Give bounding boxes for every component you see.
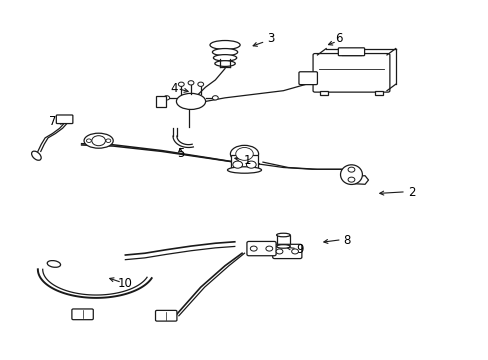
Text: 4: 4	[170, 82, 177, 95]
Circle shape	[212, 96, 218, 100]
Text: 1: 1	[243, 154, 250, 167]
Text: 10: 10	[118, 277, 133, 290]
Ellipse shape	[276, 245, 289, 248]
FancyBboxPatch shape	[56, 115, 73, 123]
Circle shape	[232, 161, 242, 168]
Bar	[319, 91, 327, 95]
Ellipse shape	[212, 49, 237, 56]
Ellipse shape	[209, 41, 240, 49]
Text: 2: 2	[407, 186, 415, 199]
Text: 8: 8	[342, 234, 349, 247]
Ellipse shape	[32, 151, 41, 160]
Ellipse shape	[213, 55, 236, 61]
Ellipse shape	[276, 233, 289, 237]
FancyBboxPatch shape	[312, 54, 389, 92]
Ellipse shape	[214, 61, 235, 66]
Circle shape	[265, 246, 272, 251]
Ellipse shape	[230, 145, 258, 162]
Circle shape	[250, 246, 257, 251]
FancyBboxPatch shape	[72, 309, 93, 320]
Circle shape	[291, 249, 298, 254]
Text: 5: 5	[177, 147, 184, 160]
Ellipse shape	[340, 165, 362, 184]
Circle shape	[235, 148, 253, 160]
Circle shape	[86, 139, 91, 143]
Text: 7: 7	[49, 114, 56, 127]
Ellipse shape	[227, 167, 261, 173]
Ellipse shape	[176, 93, 205, 109]
Bar	[156, 96, 165, 107]
Circle shape	[347, 167, 354, 172]
Ellipse shape	[84, 133, 113, 148]
Circle shape	[276, 249, 283, 254]
FancyBboxPatch shape	[298, 72, 317, 85]
FancyBboxPatch shape	[246, 242, 276, 256]
Circle shape	[246, 161, 256, 168]
Circle shape	[163, 96, 169, 100]
Bar	[230, 155, 258, 169]
Circle shape	[106, 139, 111, 143]
Bar	[374, 91, 382, 95]
Ellipse shape	[47, 261, 61, 267]
Bar	[276, 235, 289, 247]
Circle shape	[198, 82, 203, 86]
Circle shape	[188, 81, 194, 85]
Circle shape	[347, 177, 354, 182]
FancyBboxPatch shape	[155, 310, 177, 321]
Text: 3: 3	[267, 32, 274, 45]
Text: 9: 9	[296, 243, 304, 256]
Circle shape	[92, 136, 105, 146]
Circle shape	[178, 82, 184, 86]
FancyBboxPatch shape	[272, 244, 301, 258]
Text: 6: 6	[335, 32, 343, 45]
FancyBboxPatch shape	[338, 48, 364, 56]
